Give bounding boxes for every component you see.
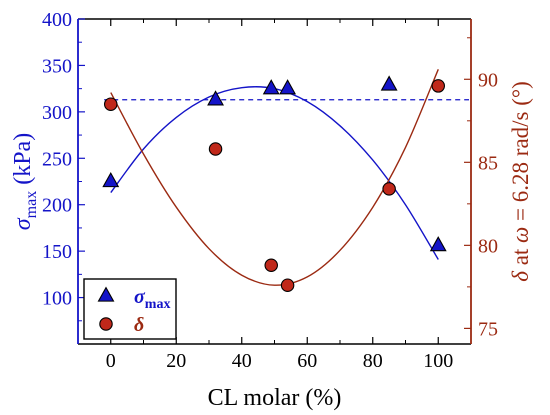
delta-data-point bbox=[431, 79, 445, 93]
sigma-data-point bbox=[429, 236, 447, 252]
sigma-data-point bbox=[207, 90, 224, 106]
x-tick-label: 0 bbox=[106, 350, 116, 372]
delta-data-point bbox=[382, 182, 396, 196]
x-tick-label: 40 bbox=[232, 350, 252, 372]
y-left-tick-label: 250 bbox=[42, 148, 72, 170]
y-left-tick-label: 150 bbox=[42, 241, 72, 263]
x-tick-label: 100 bbox=[423, 350, 453, 372]
sigma-fit-curve bbox=[110, 86, 439, 260]
delta-data-point bbox=[104, 97, 118, 111]
axis-labels: CL molar (%) σmax (kPa) δ at ω = 6.28 rad/… bbox=[10, 81, 533, 411]
legend-box bbox=[83, 278, 177, 340]
legend-sigma-label: σmax bbox=[134, 286, 170, 312]
y-left-tick-label: 100 bbox=[42, 288, 72, 310]
sigma-data-point bbox=[380, 75, 398, 91]
legend-delta-label: δ bbox=[134, 314, 144, 336]
y-right-axis-title: δ at ω = 6.28 rad/s (°) bbox=[508, 81, 533, 282]
legend-sigma-marker bbox=[97, 286, 115, 302]
y-right-tick-label: 75 bbox=[478, 318, 498, 340]
data-markers bbox=[102, 75, 447, 292]
y-left-axis-title: σmax (kPa) bbox=[10, 133, 40, 230]
fit-lines bbox=[110, 69, 439, 286]
sigma-data-point bbox=[102, 171, 120, 188]
y-right-tick-label: 90 bbox=[478, 69, 498, 91]
x-axis-title: CL molar (%) bbox=[208, 385, 342, 411]
sigma-data-point bbox=[279, 79, 297, 95]
delta-fit-curve bbox=[110, 69, 439, 286]
x-tick-label: 60 bbox=[297, 350, 317, 372]
delta-data-point bbox=[208, 142, 223, 156]
axes: 0 20 40 60 80 100 100 150 200 250 300 350 400 75 80 85 9… bbox=[42, 9, 498, 372]
x-tick-label: 20 bbox=[166, 350, 186, 372]
delta-data-point bbox=[264, 258, 278, 273]
delta-data-point bbox=[280, 278, 295, 292]
y-left-tick-label: 300 bbox=[42, 102, 72, 124]
x-tick-label: 80 bbox=[363, 350, 383, 372]
sigma-data-point bbox=[262, 79, 280, 95]
y-left-tick-label: 350 bbox=[42, 55, 72, 77]
y-left-tick-label: 200 bbox=[42, 195, 72, 217]
y-right-tick-label: 85 bbox=[478, 152, 498, 174]
y-right-tick-label: 80 bbox=[478, 235, 498, 257]
legend-delta-marker bbox=[99, 317, 113, 331]
y-left-tick-label: 400 bbox=[42, 9, 72, 31]
